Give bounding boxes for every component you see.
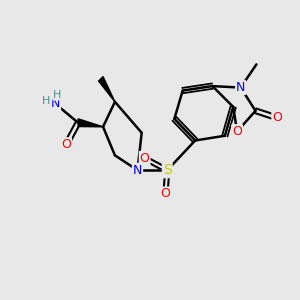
Text: O: O	[232, 125, 242, 138]
Text: N: N	[51, 98, 60, 110]
Text: N: N	[133, 164, 142, 177]
Text: H: H	[53, 90, 61, 100]
Text: S: S	[163, 163, 172, 177]
Polygon shape	[78, 119, 103, 127]
Text: O: O	[61, 138, 71, 151]
Text: H: H	[42, 96, 50, 106]
Polygon shape	[99, 76, 115, 102]
Text: O: O	[272, 111, 282, 124]
Text: N: N	[236, 81, 245, 94]
Text: O: O	[160, 188, 170, 200]
Text: O: O	[140, 152, 150, 165]
